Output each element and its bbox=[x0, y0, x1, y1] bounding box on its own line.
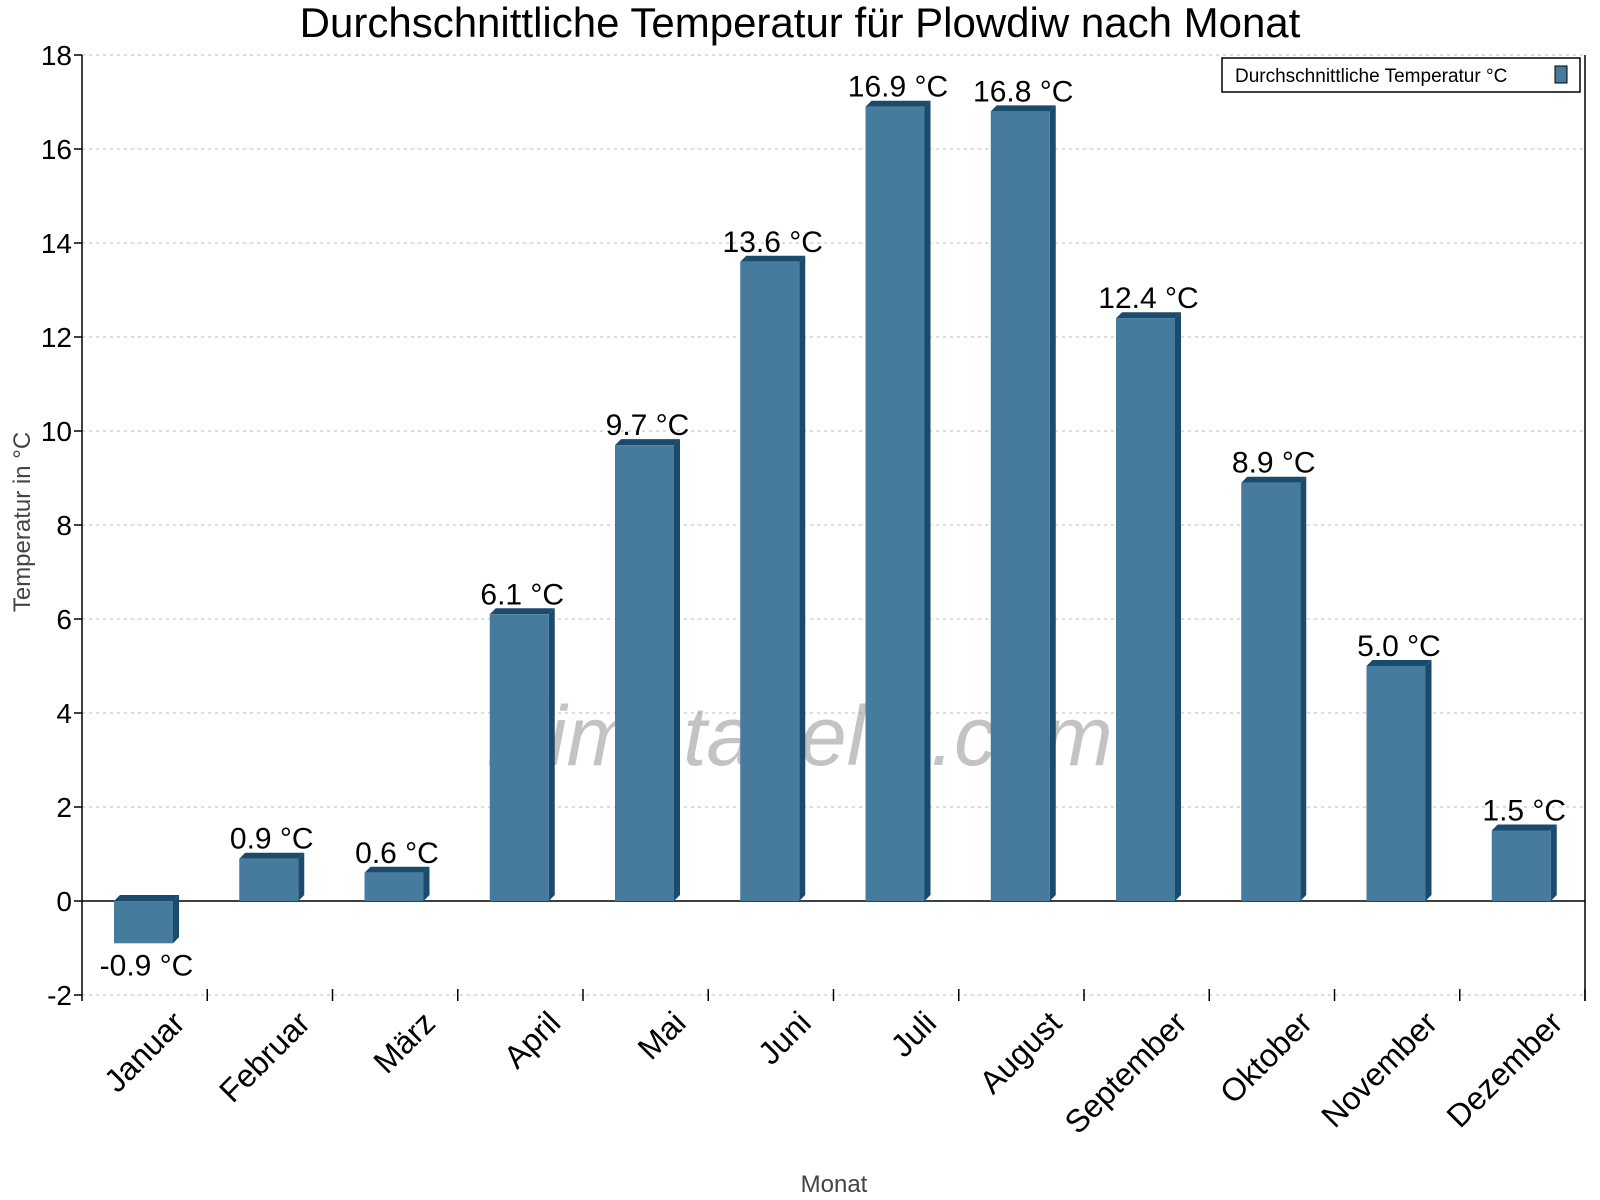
bar bbox=[364, 872, 424, 901]
data-label: 1.5 °C bbox=[1482, 795, 1566, 828]
y-tick-label: 2 bbox=[56, 792, 72, 823]
bar-side bbox=[1300, 476, 1307, 901]
y-axis-label: Temperatur in °C bbox=[9, 432, 36, 612]
bar-side bbox=[173, 895, 179, 944]
bar-side bbox=[1175, 312, 1181, 901]
y-tick-label: 8 bbox=[56, 510, 72, 541]
y-tick-label: 14 bbox=[41, 228, 72, 259]
bar-top bbox=[615, 439, 680, 446]
bar-top bbox=[1491, 824, 1557, 831]
bars: -0.9 °C 0.9 °C 0.6 °C 6.1 °C 9.7 °C 13.6 °C 16… bbox=[100, 71, 1566, 983]
bar-top bbox=[865, 100, 931, 107]
y-tick-label: 6 bbox=[56, 604, 72, 635]
data-label: 5.0 °C bbox=[1357, 630, 1441, 663]
y-tick-label: 16 bbox=[41, 134, 72, 165]
data-label: 6.1 °C bbox=[480, 578, 564, 611]
y-tick-label: 0 bbox=[56, 886, 72, 917]
x-tick-label: Oktober bbox=[1213, 1004, 1319, 1110]
bar-top bbox=[740, 255, 806, 262]
bar-top bbox=[489, 608, 555, 615]
legend-swatch bbox=[1554, 65, 1568, 84]
bar bbox=[114, 901, 173, 944]
x-tick-label: Februar bbox=[212, 1004, 317, 1109]
y-tick-label: -2 bbox=[47, 980, 72, 1011]
y-tick-label: 4 bbox=[56, 698, 72, 729]
bar-top bbox=[1366, 660, 1432, 666]
bar-top bbox=[239, 852, 305, 859]
x-axis-label: Monat bbox=[801, 1171, 868, 1198]
legend-label: Durchschnittliche Temperatur °C bbox=[1235, 66, 1507, 87]
y-tick-label: 18 bbox=[41, 40, 72, 71]
bar-side bbox=[1425, 660, 1432, 901]
data-label: 12.4 °C bbox=[1098, 282, 1198, 315]
bar-top bbox=[1116, 312, 1181, 319]
x-axis: Januar Februar März April Mai Juni Juli AugustS… bbox=[97, 989, 1586, 1141]
x-tick-label: September bbox=[1057, 1004, 1193, 1140]
bar-side bbox=[674, 439, 680, 901]
bar-side bbox=[799, 255, 806, 902]
data-label: -0.9 °C bbox=[100, 949, 194, 982]
bar-side bbox=[924, 100, 931, 901]
x-tick-label: April bbox=[497, 1004, 568, 1075]
legend-box bbox=[1221, 57, 1581, 93]
bar bbox=[1241, 482, 1301, 901]
x-tick-label: Mai bbox=[631, 1004, 693, 1066]
data-label: 9.7 °C bbox=[606, 409, 690, 442]
bar-top bbox=[114, 895, 179, 901]
data-label: 16.9 °C bbox=[848, 71, 948, 104]
bar-top bbox=[990, 105, 1056, 112]
bar bbox=[1116, 318, 1175, 901]
x-tick-label: November bbox=[1314, 1004, 1444, 1134]
bar-top bbox=[1241, 476, 1307, 483]
legend: Durchschnittliche Temperatur °C bbox=[1221, 57, 1581, 93]
bar bbox=[990, 111, 1050, 901]
x-tick-label: März bbox=[366, 1004, 442, 1080]
bar-top bbox=[364, 866, 430, 873]
bar bbox=[1491, 830, 1551, 901]
bar-side bbox=[1550, 824, 1557, 901]
data-label: 8.9 °C bbox=[1232, 447, 1316, 480]
y-tick-label: 12 bbox=[41, 322, 72, 353]
data-label: 0.6 °C bbox=[355, 837, 439, 870]
bar bbox=[740, 261, 800, 901]
bar-side bbox=[298, 852, 305, 901]
chart-title: Durchschnittliche Temperatur für Plowdiw… bbox=[300, 0, 1301, 46]
data-label: 13.6 °C bbox=[723, 226, 823, 259]
bar bbox=[615, 445, 674, 901]
data-label: 0.9 °C bbox=[230, 823, 314, 856]
bar bbox=[239, 858, 299, 901]
x-tick-label: Dezember bbox=[1439, 1004, 1569, 1134]
x-tick-label: Juni bbox=[751, 1004, 818, 1071]
data-label: 16.8 °C bbox=[973, 75, 1073, 108]
bar-side bbox=[423, 866, 430, 901]
x-tick-label: August bbox=[972, 1004, 1068, 1100]
x-tick-label: Juli bbox=[884, 1004, 943, 1063]
y-tick-label: 10 bbox=[41, 416, 72, 447]
bar-side bbox=[548, 608, 555, 901]
bar bbox=[489, 614, 549, 901]
y-axis: -2 0 2 4 6 8 10 12 14 16 18 bbox=[41, 40, 1586, 1011]
bar-side bbox=[1049, 105, 1056, 901]
bar bbox=[865, 106, 925, 901]
bar bbox=[1366, 666, 1426, 901]
x-tick-label: Januar bbox=[97, 1004, 192, 1099]
